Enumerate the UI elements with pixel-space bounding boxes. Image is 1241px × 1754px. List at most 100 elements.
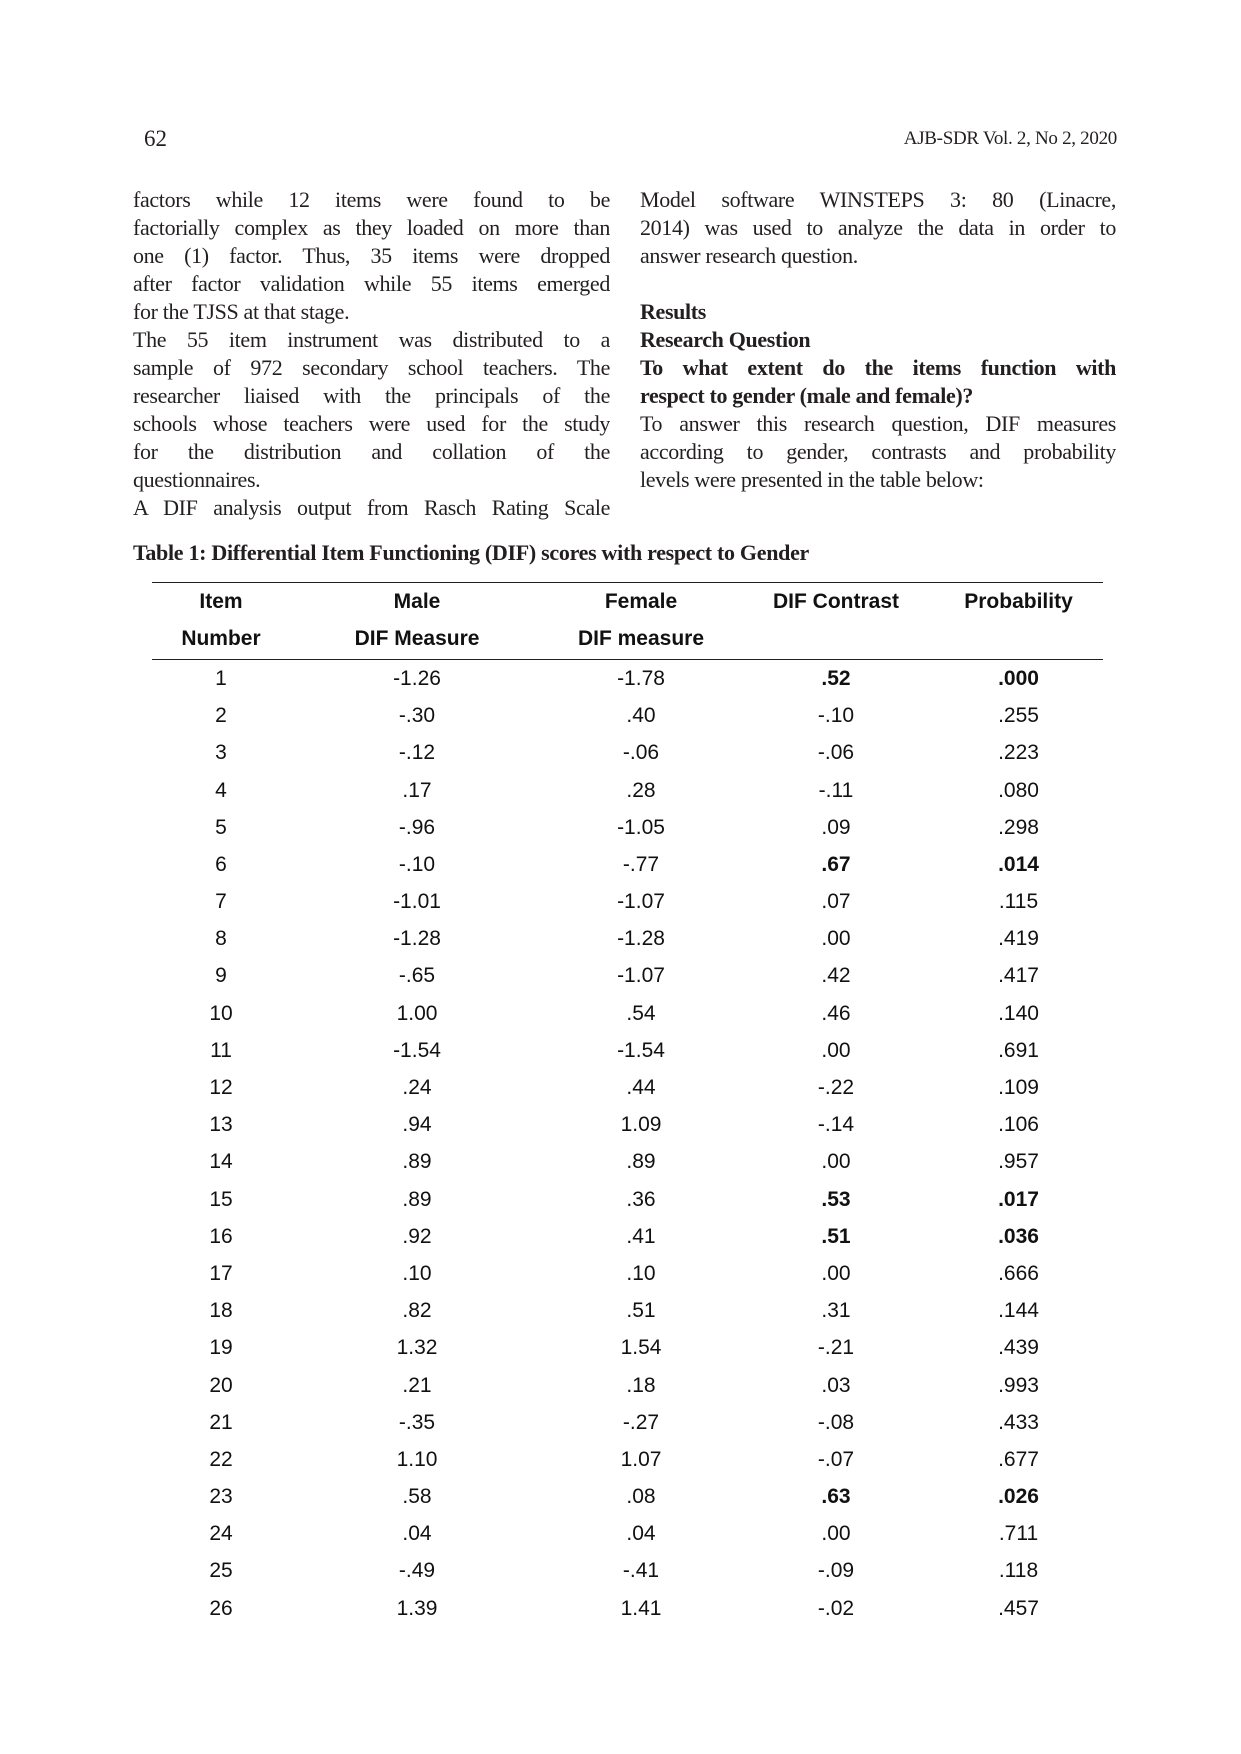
table-row: 2 -.30 .40 -.10 .255 bbox=[152, 698, 1103, 735]
table-cell: 1.10 bbox=[396, 1447, 438, 1471]
table-cell: 13 bbox=[209, 1113, 233, 1137]
table-cell: .017 bbox=[998, 1187, 1039, 1211]
column-header: DIF Measure bbox=[354, 626, 480, 650]
heading-line: Results bbox=[640, 299, 706, 324]
table-cell: -.41 bbox=[622, 1559, 660, 1583]
table-row: 12 .24 .44 -.22 .109 bbox=[152, 1069, 1103, 1106]
table-cell: .223 bbox=[998, 741, 1039, 765]
heading-line: To what extent do the items function wit… bbox=[640, 355, 1116, 380]
table-cell: 15 bbox=[209, 1187, 233, 1211]
table-cell: .67 bbox=[821, 852, 851, 876]
table-row: 11 -1.54 -1.54 .00 .691 bbox=[152, 1032, 1103, 1069]
table-cell: .993 bbox=[998, 1373, 1039, 1397]
table-cell: .63 bbox=[821, 1485, 851, 1509]
table-cell: .04 bbox=[626, 1522, 656, 1546]
text-line: one (1) factor. Thus, 35 items were drop… bbox=[133, 243, 610, 268]
table-cell: .419 bbox=[998, 927, 1039, 951]
table-cell: 8 bbox=[215, 927, 227, 951]
table-cell: -.07 bbox=[817, 1447, 855, 1471]
table-cell: -.96 bbox=[398, 815, 436, 839]
table-cell: .24 bbox=[402, 1076, 432, 1100]
column-header: DIF Contrast bbox=[773, 589, 899, 613]
table-cell: 11 bbox=[210, 1038, 232, 1062]
table-cell: .118 bbox=[998, 1559, 1039, 1583]
heading-line: Research Question bbox=[640, 327, 811, 352]
table-cell: .54 bbox=[626, 1001, 656, 1025]
table-row: 25 -.49 -.41 -.09 .118 bbox=[152, 1553, 1103, 1590]
table-cell: .18 bbox=[626, 1373, 656, 1397]
table-cell: .31 bbox=[821, 1299, 851, 1323]
table-row: 8 -1.28 -1.28 .00 .419 bbox=[152, 921, 1103, 958]
table-cell: -.22 bbox=[817, 1076, 855, 1100]
table-row: 20 .21 .18 .03 .993 bbox=[152, 1367, 1103, 1404]
table-cell: .94 bbox=[402, 1113, 432, 1137]
table-cell: 23 bbox=[209, 1485, 233, 1509]
table-row: 21 -.35 -.27 -.08 .433 bbox=[152, 1404, 1103, 1441]
table-cell: -1.07 bbox=[617, 964, 665, 988]
table-cell: -.77 bbox=[622, 852, 660, 876]
table-cell: .53 bbox=[821, 1187, 851, 1211]
text-line: factors while 12 items were found to be bbox=[133, 187, 610, 212]
table-cell: .000 bbox=[998, 666, 1039, 690]
table-cell: .00 bbox=[821, 1261, 851, 1285]
table-cell: .417 bbox=[998, 964, 1039, 988]
table-cell: 25 bbox=[209, 1559, 233, 1583]
table-cell: 1.32 bbox=[396, 1336, 438, 1360]
table-row: 19 1.32 1.54 -.21 .439 bbox=[152, 1330, 1103, 1367]
table-cell: 10 bbox=[209, 1001, 233, 1025]
column-header: Male bbox=[393, 589, 441, 613]
table-cell: .457 bbox=[998, 1596, 1039, 1620]
header-row: Item Male Female DIF Contrast Probability bbox=[152, 583, 1103, 620]
table-cell: .00 bbox=[821, 1522, 851, 1546]
table-caption: Table 1: Differential Item Functioning (… bbox=[133, 540, 810, 565]
text-line: researcher liaised with the principals o… bbox=[133, 383, 610, 408]
text-line bbox=[640, 270, 1116, 298]
table-row: 24 .04 .04 .00 .711 bbox=[152, 1516, 1103, 1553]
text-line: 2014) was used to analyze the data in or… bbox=[640, 215, 1116, 240]
table-cell: -1.07 bbox=[617, 890, 665, 914]
table-row: 3 -.12 -.06 -.06 .223 bbox=[152, 735, 1103, 772]
table-cell: .46 bbox=[821, 1001, 851, 1025]
table-cell: .691 bbox=[998, 1038, 1039, 1062]
column-header: Probability bbox=[964, 589, 1073, 613]
text-line: sample of 972 secondary school teachers.… bbox=[133, 355, 610, 380]
text-line: answer research question. bbox=[640, 243, 858, 268]
table-cell: 22 bbox=[209, 1447, 233, 1471]
table-cell: .144 bbox=[998, 1299, 1039, 1323]
table-cell: -.06 bbox=[817, 741, 855, 765]
column-header: Item bbox=[199, 589, 243, 613]
table-cell: .00 bbox=[821, 927, 851, 951]
table-cell: .17 bbox=[402, 778, 432, 802]
table-cell: -.11 bbox=[818, 778, 854, 802]
table-cell: -.35 bbox=[398, 1410, 436, 1434]
table-cell: -1.05 bbox=[617, 815, 665, 839]
table-cell: 21 bbox=[209, 1410, 233, 1434]
table-cell: .82 bbox=[402, 1299, 432, 1323]
table-cell: .07 bbox=[821, 890, 851, 914]
table-row: 9 -.65 -1.07 .42 .417 bbox=[152, 958, 1103, 995]
table-cell: -.21 bbox=[817, 1336, 855, 1360]
table-cell: 1.39 bbox=[396, 1596, 438, 1620]
table-row: 13 .94 1.09 -.14 .106 bbox=[152, 1107, 1103, 1144]
text-line: for the TJSS at that stage. bbox=[133, 299, 350, 324]
table-cell: .44 bbox=[626, 1076, 656, 1100]
table-cell: .89 bbox=[402, 1187, 432, 1211]
table-cell: .080 bbox=[998, 778, 1039, 802]
table-cell: -.10 bbox=[398, 852, 436, 876]
table-cell: .115 bbox=[998, 890, 1039, 914]
text-line: for the distribution and collation of th… bbox=[133, 439, 610, 464]
table-cell: 1.00 bbox=[396, 1001, 438, 1025]
table-row: 1 -1.26 -1.78 .52 .000 bbox=[152, 660, 1103, 697]
table-cell: .36 bbox=[626, 1187, 656, 1211]
table-cell: .28 bbox=[626, 778, 656, 802]
table-cell: .036 bbox=[998, 1224, 1039, 1248]
table-cell: .89 bbox=[402, 1150, 432, 1174]
column-header: Number bbox=[181, 626, 261, 650]
table-cell: .04 bbox=[402, 1522, 432, 1546]
table-cell: 4 bbox=[215, 778, 227, 802]
table-cell: 1.09 bbox=[620, 1113, 662, 1137]
table-cell: .00 bbox=[821, 1038, 851, 1062]
table-row: 10 1.00 .54 .46 .140 bbox=[152, 995, 1103, 1032]
table-cell: .711 bbox=[998, 1522, 1039, 1546]
table-row: 23 .58 .08 .63 .026 bbox=[152, 1479, 1103, 1516]
